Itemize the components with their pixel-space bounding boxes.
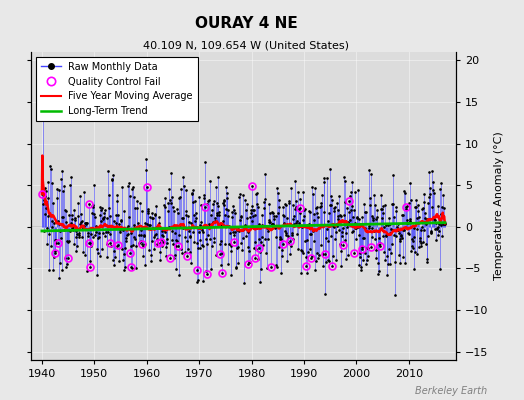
Text: Berkeley Earth: Berkeley Earth: [415, 386, 487, 396]
Y-axis label: Temperature Anomaly (°C): Temperature Anomaly (°C): [494, 132, 504, 280]
Legend: Raw Monthly Data, Quality Control Fail, Five Year Moving Average, Long-Term Tren: Raw Monthly Data, Quality Control Fail, …: [36, 57, 198, 121]
Text: OURAY 4 NE: OURAY 4 NE: [195, 16, 298, 31]
Text: 40.109 N, 109.654 W (United States): 40.109 N, 109.654 W (United States): [143, 40, 350, 50]
